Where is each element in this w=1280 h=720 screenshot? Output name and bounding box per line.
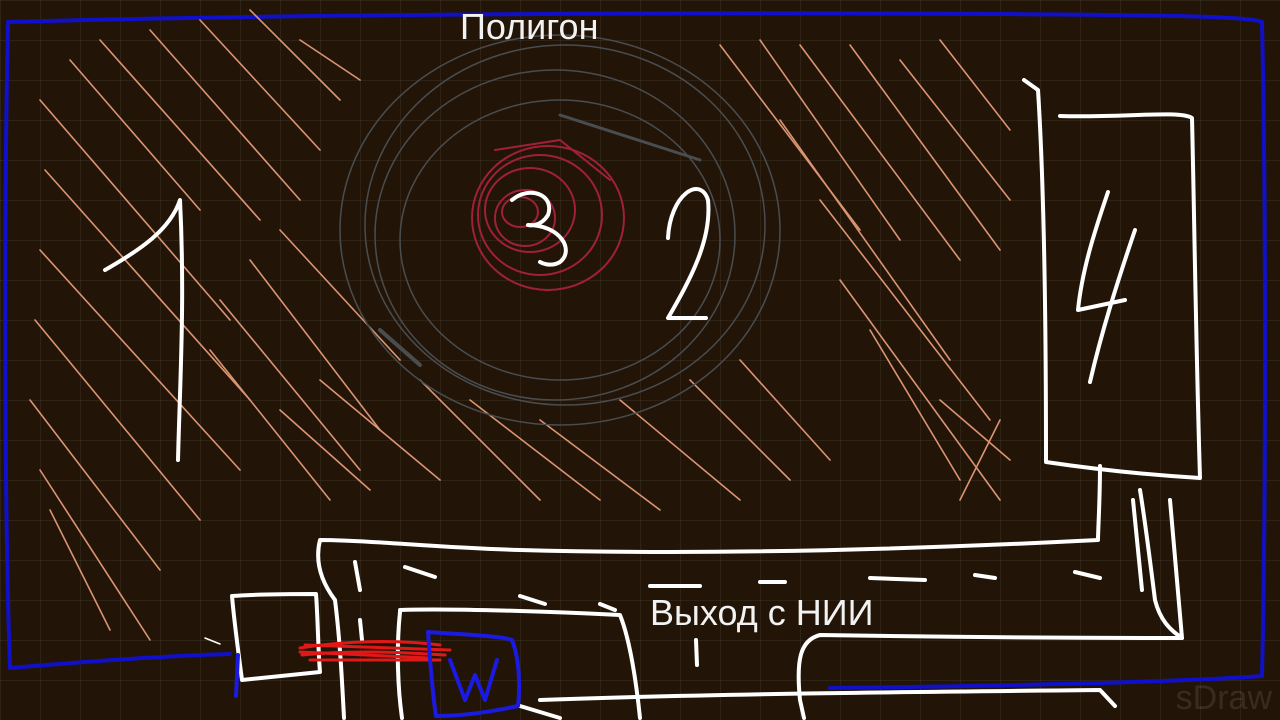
zone-numbers [103, 187, 1137, 462]
polygon-circle [339, 34, 781, 426]
center-scribble [471, 139, 625, 291]
number-4-stroke [1076, 190, 1137, 384]
number-2-stroke [666, 187, 711, 320]
building-4 [1022, 78, 1202, 480]
territory-boundary [3, 11, 1267, 690]
checkpoint [234, 630, 522, 718]
road [316, 464, 1184, 720]
zone-1-hatching [29, 9, 401, 641]
gate-box [230, 592, 322, 682]
app-watermark: sDraw [1175, 679, 1272, 717]
number-3-stroke [510, 190, 568, 267]
polygon-label: Полигон [460, 6, 599, 47]
zone-2-hatching [279, 39, 1011, 511]
road-center-dashes [353, 498, 1144, 667]
barrier [298, 640, 452, 662]
number-1-stroke [103, 198, 185, 462]
exit-label: Выход с НИИ [650, 592, 874, 633]
gate-tick [204, 637, 221, 645]
